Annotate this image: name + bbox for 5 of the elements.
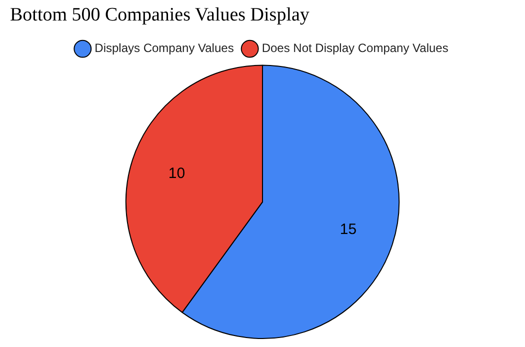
data-label: 10 <box>168 165 186 182</box>
legend-label: Does Not Display Company Values <box>262 41 448 56</box>
data-label: 15 <box>340 220 357 238</box>
legend-label: Displays Company Values <box>94 41 234 56</box>
chart-title: Bottom 500 Companies Values Display <box>10 4 310 26</box>
